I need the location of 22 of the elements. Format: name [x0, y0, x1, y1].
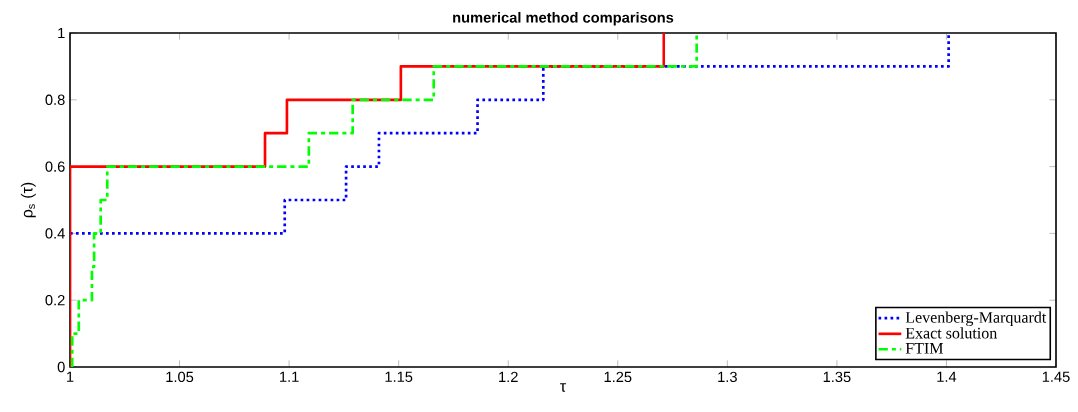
x-tick-label: 1.2 — [499, 371, 518, 382]
x-tick-label: 1.3 — [718, 371, 737, 383]
legend-label: Exact solution — [905, 327, 998, 339]
x-tick-label: 1.35 — [823, 371, 851, 383]
chart-title: numerical method comparisons — [453, 11, 674, 26]
x-tick-label: 1.25 — [604, 371, 632, 383]
y-tick-label: 0 — [57, 361, 65, 373]
y-tick-label: 0.2 — [45, 295, 65, 306]
y-axis-title: ρ$_{s}$ (τ) — [20, 182, 36, 218]
x-tick-label: 1.45 — [1042, 371, 1070, 382]
x-tick-label: 1.4 — [937, 371, 957, 382]
x-tick-label: 1.1 — [280, 371, 299, 382]
x-tick-label: 1.15 — [385, 371, 413, 382]
y-tick-label: 0.6 — [45, 161, 65, 172]
legend-label: Levenberg-Marquardt — [905, 311, 1047, 327]
x-tick-label: 1.05 — [166, 371, 194, 383]
y-tick-label: 0.8 — [45, 94, 65, 105]
legend-label: FTIM — [905, 343, 944, 354]
x-tick-label: 1 — [67, 371, 74, 382]
y-tick-label: 0.4 — [45, 228, 65, 239]
x-axis-title: τ — [560, 383, 567, 392]
y-tick-label: 1 — [58, 27, 65, 39]
